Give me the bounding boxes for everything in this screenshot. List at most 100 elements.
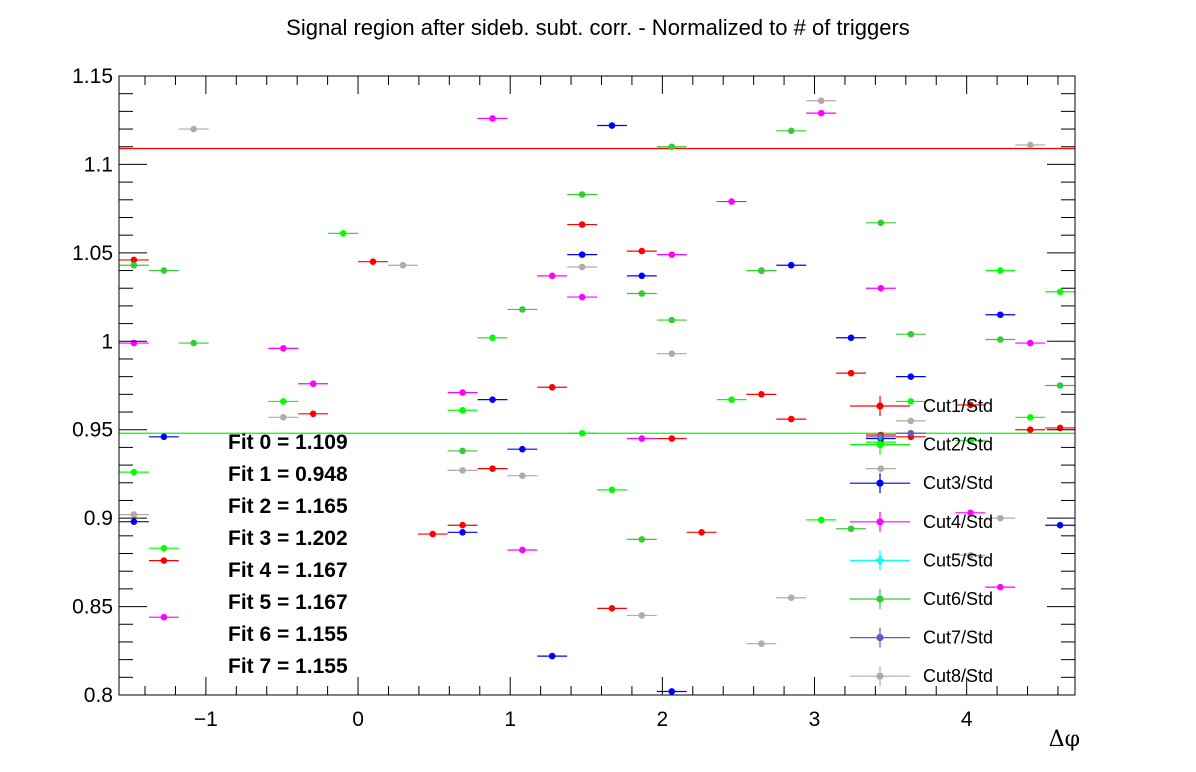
legend-label: Cut2/Std [923, 435, 993, 455]
data-point [190, 126, 197, 133]
y-tick-label: 1.05 [72, 242, 113, 265]
legend-entry-1: Cut1/Std [850, 396, 993, 416]
x-axis-title: Δφ [1049, 727, 1080, 752]
y-tick-label: 1 [101, 330, 113, 353]
data-point [878, 219, 885, 226]
legend-entry-4: Cut4/Std [850, 512, 993, 532]
data-point [908, 398, 915, 405]
data-point [549, 384, 556, 391]
legend-marker [876, 518, 883, 525]
data-point [639, 536, 646, 543]
y-tick-label: 0.95 [72, 419, 113, 442]
data-point [758, 640, 765, 647]
chart-title: Signal region after sideb. subt. corr. -… [286, 15, 910, 40]
fit-label-5: Fit 5 = 1.167 [228, 591, 348, 614]
data-point [997, 584, 1004, 591]
data-point [788, 262, 795, 269]
data-point [459, 522, 466, 529]
legend-label: Cut6/Std [923, 589, 993, 609]
data-point [639, 273, 646, 280]
data-point [161, 545, 168, 552]
data-point [280, 398, 287, 405]
data-point [519, 446, 526, 453]
data-point [489, 465, 496, 472]
legend-marker [876, 673, 883, 680]
data-point [908, 430, 915, 437]
data-point [1057, 382, 1064, 389]
fit-label-0: Fit 0 = 1.109 [228, 431, 348, 454]
data-point [400, 262, 407, 269]
x-tick-label: 1 [504, 708, 516, 731]
legend-label: Cut8/Std [923, 666, 993, 686]
data-point [639, 612, 646, 619]
data-point [848, 370, 855, 377]
data-point [878, 433, 885, 440]
data-point [549, 653, 556, 660]
data-point [310, 380, 317, 387]
y-tick-label: 1.1 [84, 153, 113, 176]
y-tick-label: 0.85 [72, 596, 113, 619]
legend-entry-7: Cut7/Std [850, 628, 993, 648]
data-point [579, 294, 586, 301]
data-point [878, 285, 885, 292]
data-point [519, 306, 526, 313]
data-point [788, 128, 795, 135]
data-point [1027, 426, 1034, 433]
data-point [131, 511, 138, 518]
x-tick-label: 3 [809, 708, 821, 731]
data-point [1057, 425, 1064, 432]
data-point [758, 267, 765, 274]
data-point [579, 191, 586, 198]
fit-label-7: Fit 7 = 1.155 [228, 655, 348, 678]
data-point [1057, 288, 1064, 295]
data-point [997, 336, 1004, 343]
data-point [668, 251, 675, 258]
data-point [1027, 414, 1034, 421]
data-point [848, 334, 855, 341]
data-point [489, 396, 496, 403]
data-point [818, 110, 825, 117]
data-point [668, 688, 675, 695]
legend-label: Cut7/Std [923, 628, 993, 648]
legend-marker [874, 554, 886, 566]
x-tick-label: 2 [657, 708, 669, 731]
x-tick-label: 0 [352, 708, 364, 731]
data-point [668, 143, 675, 150]
data-point [609, 605, 616, 612]
data-point [519, 472, 526, 479]
legend-entry-5: Cut5/Std [850, 550, 993, 570]
data-point [668, 317, 675, 324]
legend-label: Cut1/Std [923, 396, 993, 416]
data-point [190, 340, 197, 347]
data-point [131, 262, 138, 269]
data-point [1057, 522, 1064, 529]
legend-entry-2: Cut2/Std [850, 435, 993, 455]
data-point [131, 469, 138, 476]
legend-entry-8: Cut8/Std [850, 666, 993, 686]
legend-label: Cut3/Std [923, 473, 993, 493]
data-point [639, 290, 646, 297]
data-point [818, 517, 825, 524]
data-point [639, 248, 646, 255]
data-point [489, 334, 496, 341]
data-point [908, 331, 915, 338]
fit-label-1: Fit 1 = 0.948 [228, 463, 348, 486]
legend-marker [876, 595, 883, 602]
legend-marker [876, 402, 883, 409]
data-point [519, 547, 526, 554]
data-point [878, 465, 885, 472]
data-point [668, 435, 675, 442]
data-point [161, 433, 168, 440]
data-point [161, 557, 168, 564]
data-point [579, 221, 586, 228]
x-tick-label: −1 [194, 708, 218, 731]
legend-marker [876, 441, 883, 448]
data-point [997, 311, 1004, 318]
fit-label-3: Fit 3 = 1.202 [228, 527, 348, 550]
data-point [459, 407, 466, 414]
data-point [728, 396, 735, 403]
legend-entry-6: Cut6/Std [850, 589, 993, 609]
data-point [1027, 340, 1034, 347]
data-point [489, 115, 496, 122]
